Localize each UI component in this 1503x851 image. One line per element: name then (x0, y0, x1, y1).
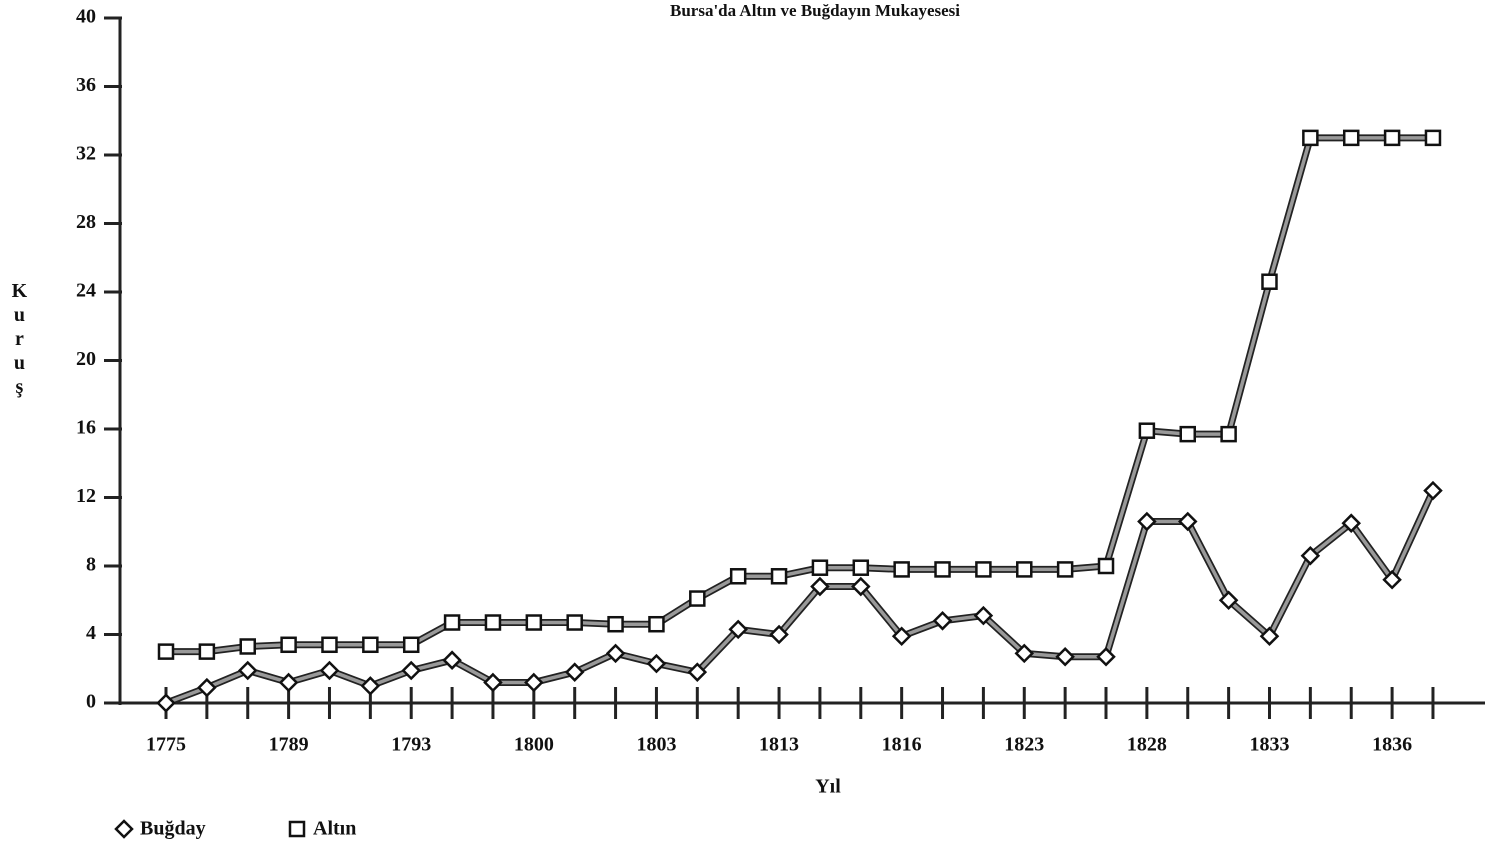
marker (239, 638, 256, 655)
marker (1341, 513, 1361, 533)
marker (566, 614, 583, 631)
marker (1138, 422, 1156, 439)
series-line-outline (164, 489, 1437, 707)
marker (1179, 425, 1196, 443)
x-tick-label: 1803 (636, 734, 676, 756)
marker (1259, 626, 1280, 646)
y-tick-label: 20 (76, 348, 96, 370)
y-tick-label: 28 (76, 211, 96, 233)
marker (769, 624, 789, 645)
marker (1056, 561, 1074, 578)
x-tick-label: 1823 (1004, 734, 1044, 756)
marker (689, 590, 706, 607)
x-tick-label: 1828 (1127, 734, 1167, 756)
x-tick-label: 1813 (759, 734, 799, 756)
marker (607, 615, 624, 633)
marker (1220, 425, 1237, 443)
marker (524, 672, 544, 693)
marker (1342, 129, 1360, 147)
x-tick-label: 1789 (269, 734, 309, 756)
legend-label: Altın (313, 818, 356, 840)
marker (1261, 273, 1278, 290)
marker (973, 605, 994, 626)
marker (893, 561, 910, 578)
marker (729, 568, 747, 585)
legend-marker (288, 820, 306, 838)
marker (442, 650, 462, 670)
marker (484, 614, 502, 631)
marker (360, 676, 381, 696)
y-tick-label: 36 (76, 74, 96, 96)
marker (770, 568, 788, 585)
x-axis-label: Yıl (815, 776, 841, 798)
marker (402, 636, 420, 654)
x-tick-label: 1833 (1249, 734, 1289, 756)
x-tick-label: 1800 (514, 734, 554, 756)
chart-title: Bursa'da Altın ve Buğdayın Mukayesesi (670, 1, 960, 20)
marker (810, 576, 830, 597)
marker (1177, 511, 1198, 532)
marker (525, 614, 543, 631)
y-tick-label: 32 (76, 143, 96, 165)
marker (852, 559, 870, 576)
marker (237, 660, 258, 681)
marker (1218, 590, 1239, 611)
x-tick-label: 1836 (1372, 734, 1412, 756)
marker (811, 559, 829, 576)
marker (932, 611, 953, 631)
marker (1137, 511, 1157, 532)
x-tick-label: 1816 (882, 734, 922, 756)
y-axis-label: Kuruş (8, 280, 30, 400)
legend-marker (114, 819, 134, 839)
marker (1382, 569, 1402, 590)
y-tick-label: 24 (76, 280, 96, 302)
marker (728, 619, 748, 640)
marker (605, 643, 626, 664)
series-line-outline (166, 134, 1433, 656)
marker (648, 615, 665, 633)
marker (156, 693, 176, 713)
marker (1383, 129, 1401, 147)
marker (197, 677, 217, 698)
y-tick-label: 8 (86, 554, 96, 576)
marker (278, 672, 299, 693)
y-tick-label: 0 (86, 691, 96, 713)
marker (1055, 646, 1075, 667)
marker (891, 626, 912, 646)
marker (443, 614, 461, 631)
marker (1302, 129, 1319, 147)
y-tick-label: 16 (76, 417, 96, 439)
marker (483, 672, 503, 693)
marker (1014, 643, 1035, 664)
marker (157, 643, 175, 660)
marker (1424, 129, 1442, 147)
marker (1016, 561, 1033, 578)
marker (1097, 557, 1115, 575)
marker (851, 576, 871, 597)
series-line (165, 489, 1435, 705)
marker (1423, 480, 1443, 501)
marker (319, 660, 340, 681)
marker (687, 662, 708, 682)
marker (934, 561, 951, 578)
marker (1300, 545, 1321, 566)
marker (646, 653, 667, 674)
legend-label: Buğday (140, 818, 206, 840)
marker (280, 636, 297, 654)
x-tick-label: 1775 (146, 734, 186, 756)
y-tick-label: 4 (86, 622, 96, 644)
marker (362, 636, 379, 654)
marker (1096, 646, 1116, 667)
y-tick-label: 12 (76, 485, 96, 507)
marker (975, 561, 992, 578)
marker (401, 660, 421, 681)
marker (198, 643, 216, 660)
marker (321, 636, 338, 654)
x-tick-label: 1793 (391, 734, 431, 756)
marker (564, 662, 585, 682)
y-tick-label: 40 (76, 6, 96, 28)
